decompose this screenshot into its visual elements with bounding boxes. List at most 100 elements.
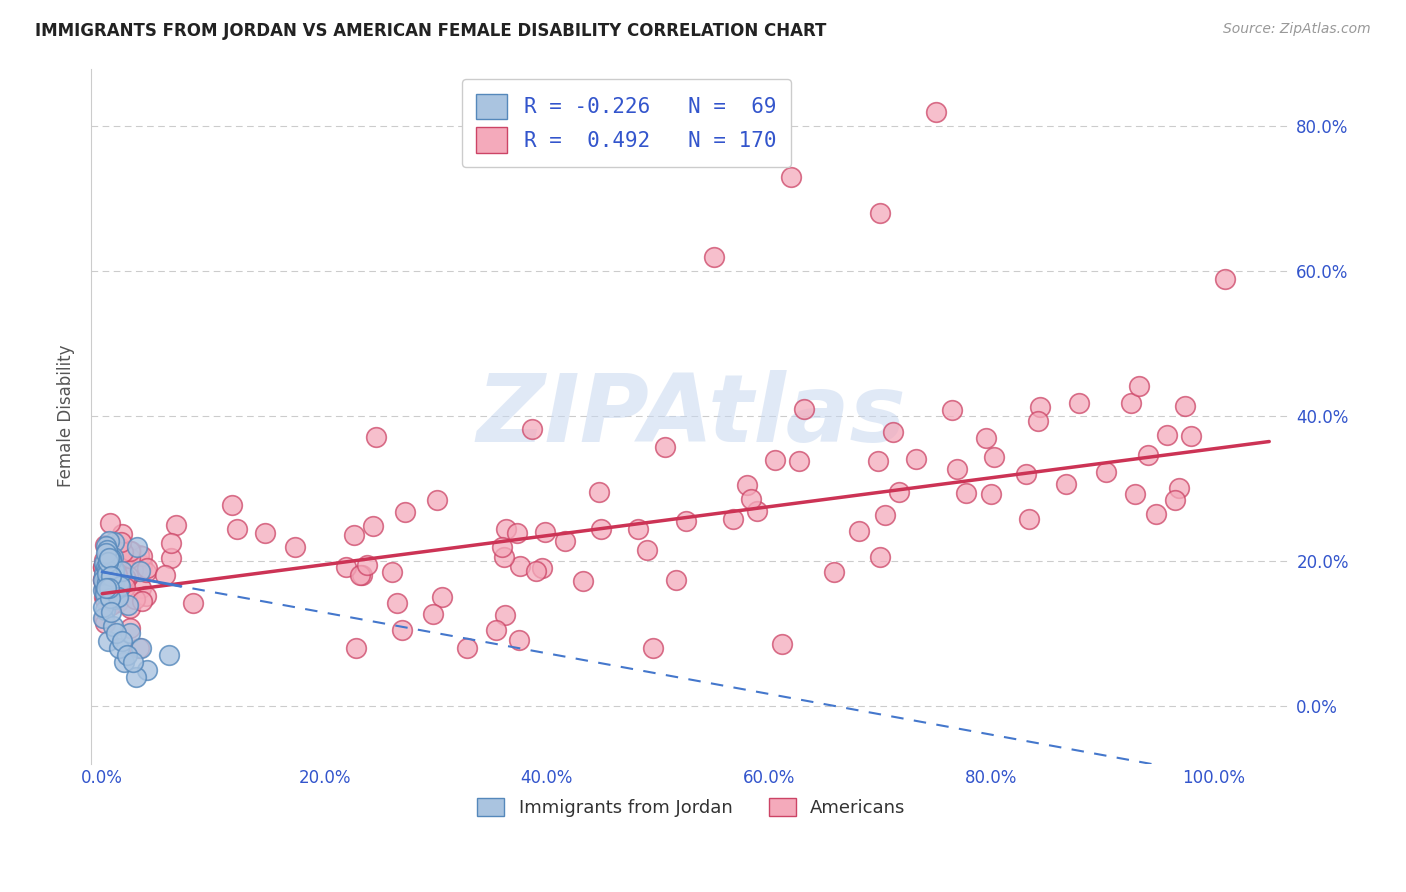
Point bbox=[93, 581, 115, 595]
Point bbox=[100, 574, 122, 588]
Point bbox=[1018, 511, 1040, 525]
Point bbox=[94, 585, 117, 599]
Point bbox=[93, 611, 115, 625]
Point bbox=[136, 561, 159, 575]
Point bbox=[1168, 481, 1191, 495]
Point bbox=[98, 516, 121, 530]
Point bbox=[108, 579, 131, 593]
Point bbox=[763, 452, 786, 467]
Point bbox=[94, 580, 117, 594]
Point bbox=[344, 640, 367, 655]
Point bbox=[96, 564, 118, 578]
Point bbox=[94, 581, 117, 595]
Point bbox=[1123, 486, 1146, 500]
Point bbox=[110, 541, 132, 555]
Point bbox=[1029, 400, 1052, 414]
Point bbox=[93, 600, 115, 615]
Point bbox=[93, 560, 115, 574]
Point bbox=[654, 441, 676, 455]
Point bbox=[93, 615, 115, 630]
Point bbox=[96, 543, 118, 558]
Point bbox=[114, 563, 136, 577]
Legend: Immigrants from Jordan, Americans: Immigrants from Jordan, Americans bbox=[470, 790, 912, 824]
Point bbox=[889, 485, 911, 500]
Point bbox=[253, 526, 276, 541]
Point bbox=[494, 607, 516, 622]
Point bbox=[97, 633, 120, 648]
Point bbox=[97, 582, 120, 597]
Point bbox=[101, 568, 124, 582]
Point bbox=[1128, 379, 1150, 393]
Point bbox=[352, 567, 374, 582]
Point bbox=[103, 563, 125, 577]
Point bbox=[946, 462, 969, 476]
Point bbox=[980, 486, 1002, 500]
Point bbox=[129, 581, 152, 595]
Point bbox=[882, 425, 904, 439]
Point bbox=[124, 670, 146, 684]
Point bbox=[103, 564, 125, 578]
Point bbox=[105, 573, 128, 587]
Point bbox=[869, 549, 891, 564]
Point bbox=[721, 512, 744, 526]
Point bbox=[94, 574, 117, 589]
Point bbox=[823, 566, 845, 580]
Point bbox=[97, 551, 120, 566]
Point bbox=[131, 593, 153, 607]
Point bbox=[97, 555, 120, 569]
Point bbox=[110, 535, 132, 549]
Point bbox=[153, 567, 176, 582]
Point bbox=[745, 504, 768, 518]
Point bbox=[114, 581, 136, 595]
Point bbox=[1163, 492, 1185, 507]
Point bbox=[1213, 271, 1236, 285]
Point bbox=[104, 585, 127, 599]
Point bbox=[96, 545, 118, 559]
Point bbox=[94, 585, 117, 599]
Point bbox=[100, 569, 122, 583]
Point bbox=[96, 559, 118, 574]
Point bbox=[94, 587, 117, 601]
Point bbox=[94, 591, 117, 605]
Point bbox=[117, 569, 139, 583]
Point bbox=[131, 549, 153, 563]
Point bbox=[104, 544, 127, 558]
Point bbox=[135, 565, 157, 579]
Point bbox=[675, 514, 697, 528]
Point bbox=[112, 574, 135, 588]
Point bbox=[93, 572, 115, 586]
Point bbox=[114, 656, 136, 670]
Point bbox=[643, 640, 665, 655]
Point bbox=[115, 572, 138, 586]
Point bbox=[101, 549, 124, 564]
Point bbox=[114, 569, 136, 583]
Point bbox=[96, 588, 118, 602]
Point bbox=[636, 542, 658, 557]
Point bbox=[588, 484, 610, 499]
Point bbox=[108, 576, 131, 591]
Point bbox=[484, 623, 506, 637]
Point bbox=[107, 594, 129, 608]
Point bbox=[589, 522, 612, 536]
Point bbox=[93, 557, 115, 571]
Point bbox=[120, 601, 142, 615]
Point bbox=[94, 570, 117, 584]
Point bbox=[506, 525, 529, 540]
Point bbox=[111, 526, 134, 541]
Point bbox=[100, 569, 122, 583]
Point bbox=[93, 583, 115, 598]
Point bbox=[1119, 395, 1142, 409]
Point bbox=[118, 544, 141, 558]
Point bbox=[905, 452, 928, 467]
Point bbox=[98, 549, 121, 564]
Point bbox=[121, 563, 143, 577]
Point bbox=[135, 589, 157, 603]
Point bbox=[385, 596, 408, 610]
Point bbox=[93, 566, 115, 581]
Point bbox=[122, 656, 145, 670]
Point bbox=[111, 564, 134, 578]
Point bbox=[115, 648, 138, 663]
Point bbox=[94, 592, 117, 607]
Point bbox=[1028, 414, 1050, 428]
Point bbox=[394, 505, 416, 519]
